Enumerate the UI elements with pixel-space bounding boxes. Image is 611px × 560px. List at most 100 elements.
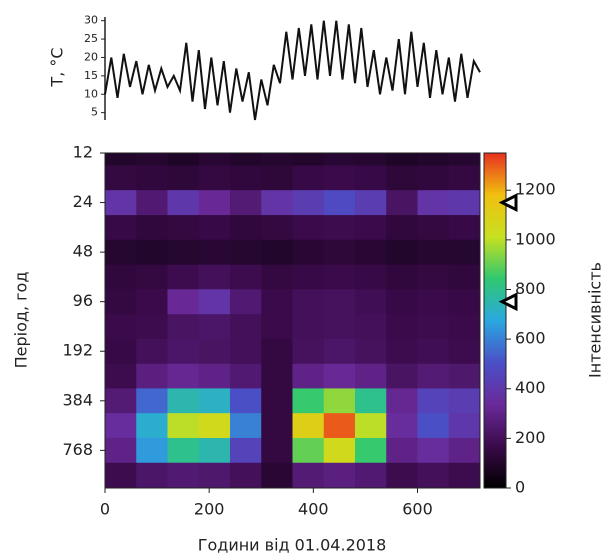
heat-cell: [323, 289, 356, 315]
y-tick-label: 10: [84, 87, 98, 100]
heat-cell: [292, 462, 325, 488]
heat-cell: [417, 289, 450, 315]
heat-cell: [105, 190, 137, 216]
heat-cell: [261, 190, 293, 216]
heat-cell: [261, 314, 293, 340]
heat-cell: [167, 363, 200, 390]
heat-cell: [323, 153, 356, 166]
x-tick-label: 200: [194, 500, 225, 519]
heat-cell: [448, 314, 480, 340]
heat-cell: [230, 153, 262, 166]
heat-cell: [230, 437, 262, 464]
heat-cell: [136, 289, 168, 315]
heat-cell: [448, 363, 480, 390]
heat-cell: [355, 462, 387, 488]
heat-cell: [105, 153, 137, 166]
heat-cell: [323, 388, 356, 414]
heat-cell: [167, 338, 200, 365]
heat-cell: [292, 289, 325, 315]
heat-cell: [292, 215, 325, 241]
plot-frame: [104, 152, 481, 489]
heat-cell: [261, 338, 293, 365]
heat-cell: [261, 165, 293, 191]
heat-cell: [105, 437, 137, 464]
y-tick-label: 96: [73, 291, 93, 310]
colorbar: [483, 152, 507, 489]
heat-cell: [417, 437, 450, 464]
heat-cell: [386, 462, 418, 488]
heat-cell: [230, 363, 262, 390]
heat-cell: [448, 190, 480, 216]
heat-cell: [386, 363, 418, 390]
heat-cell: [417, 338, 450, 365]
heat-cell: [167, 413, 200, 439]
heat-cell: [105, 462, 137, 488]
heat-cell: [323, 314, 356, 340]
heat-cell: [292, 437, 325, 464]
heat-cell: [292, 363, 325, 390]
heat-cell: [198, 363, 231, 390]
y-tick-label: 5: [91, 106, 98, 119]
y-tick-label: 24: [73, 192, 93, 211]
heat-cell: [261, 363, 293, 390]
heat-cell: [355, 413, 387, 439]
heat-cell: [230, 314, 262, 340]
heat-cell: [136, 190, 168, 216]
heat-cell: [355, 314, 387, 340]
heat-cell: [105, 264, 137, 290]
heat-cell: [167, 289, 200, 315]
y-tick-label: 384: [62, 390, 93, 409]
heat-cell: [292, 338, 325, 365]
heat-cell: [198, 289, 231, 315]
heat-cell: [261, 289, 293, 315]
heat-cell: [198, 190, 231, 216]
colorbar-tick-label: 1000: [515, 229, 556, 248]
heat-cell: [448, 239, 480, 266]
heat-cell: [167, 190, 200, 216]
heat-cell: [355, 153, 387, 166]
heat-cell: [105, 314, 137, 340]
heat-cell: [167, 462, 200, 488]
top-y-label: T, °C: [48, 47, 67, 87]
heat-cell: [355, 190, 387, 216]
heat-cell: [386, 388, 418, 414]
heat-cell: [136, 413, 168, 439]
heat-cell: [198, 264, 231, 290]
heat-cell: [136, 314, 168, 340]
x-tick-label: 600: [402, 500, 433, 519]
heat-cell: [261, 388, 293, 414]
y-tick-label: 20: [84, 50, 98, 63]
heat-cell: [198, 462, 231, 488]
period-marker: [498, 193, 518, 212]
heat-cell: [292, 165, 325, 191]
heat-cell: [136, 239, 168, 266]
heat-cell: [292, 264, 325, 290]
heat-cell: [386, 190, 418, 216]
y-tick-label: 48: [73, 242, 93, 261]
heat-cell: [230, 462, 262, 488]
heat-cell: [136, 338, 168, 365]
heat-cell: [198, 388, 231, 414]
heat-cell: [198, 153, 231, 166]
heat-cell: [292, 239, 325, 266]
heat-cell: [261, 413, 293, 439]
period-marker: [498, 292, 518, 312]
colorbar-tick-label: 400: [515, 378, 546, 397]
heat-cell: [386, 153, 418, 166]
colorbar-tick-label: 200: [515, 428, 546, 447]
heat-cell: [448, 388, 480, 414]
heat-cell: [198, 239, 231, 266]
heat-cell: [167, 153, 200, 166]
heat-cell: [230, 264, 262, 290]
heat-cell: [261, 153, 293, 166]
heat-cell: [105, 338, 137, 365]
heat-cell: [386, 338, 418, 365]
heat-cell: [355, 264, 387, 290]
heat-cell: [323, 363, 356, 390]
heat-cell: [230, 215, 262, 241]
heat-cell: [323, 190, 356, 216]
heat-cell: [417, 190, 450, 216]
heat-cell: [230, 413, 262, 439]
heat-cell: [105, 165, 137, 191]
heat-cell: [448, 153, 480, 166]
